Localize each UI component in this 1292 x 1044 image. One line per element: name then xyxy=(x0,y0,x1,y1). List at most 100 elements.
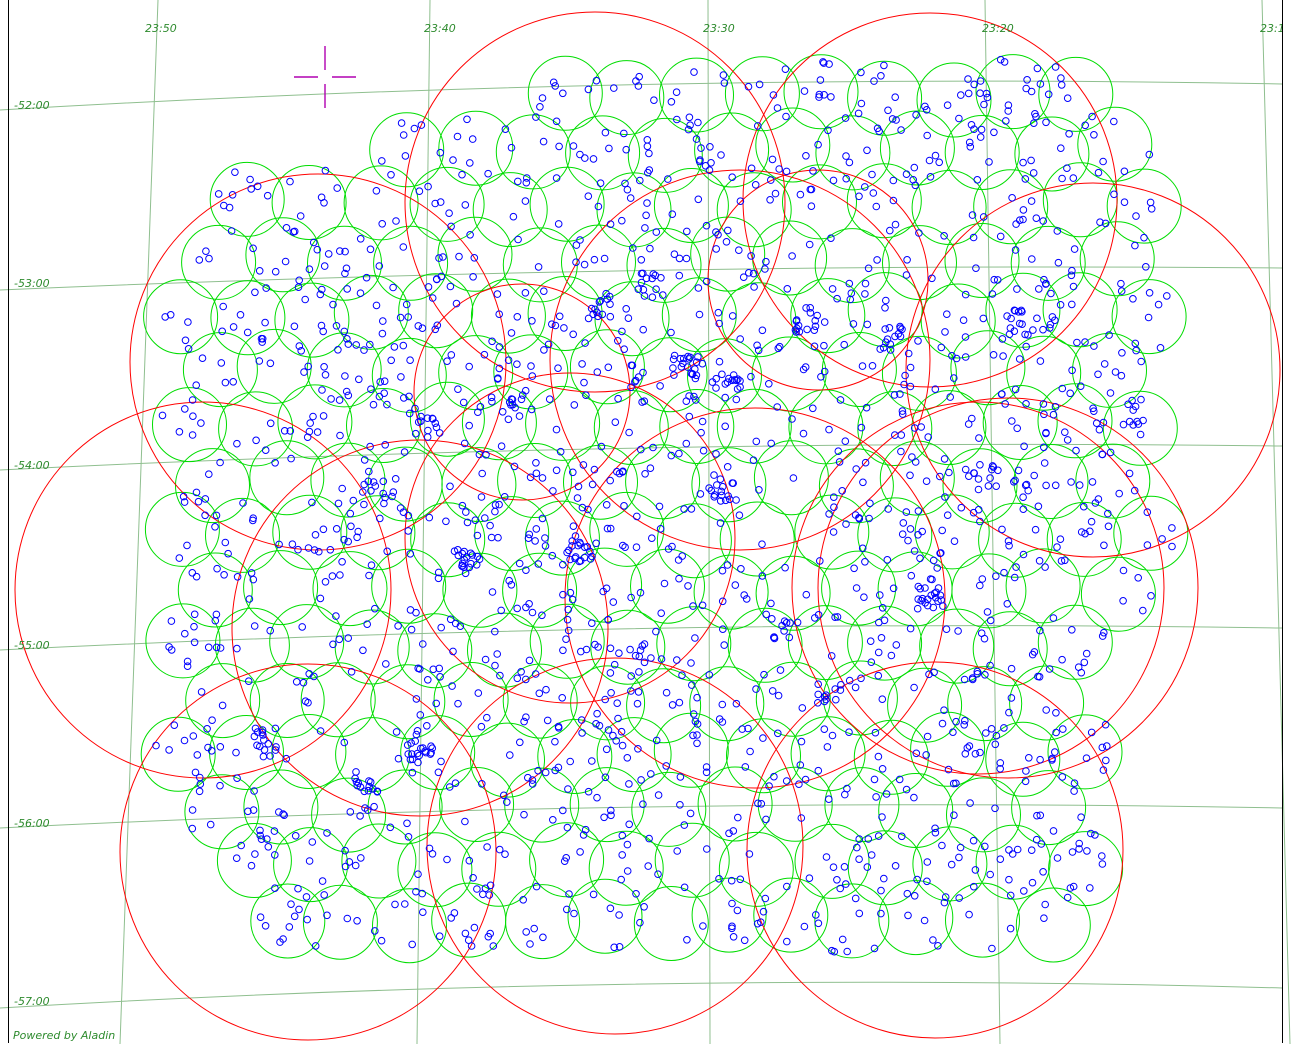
source-marker[interactable] xyxy=(338,558,346,566)
source-marker[interactable] xyxy=(781,563,789,572)
source-marker[interactable] xyxy=(878,695,887,704)
source-marker[interactable] xyxy=(950,811,958,820)
source-marker[interactable] xyxy=(875,618,883,627)
source-marker[interactable] xyxy=(279,935,287,943)
source-marker[interactable] xyxy=(734,375,742,384)
source-marker[interactable] xyxy=(1099,157,1107,166)
source-marker[interactable] xyxy=(1020,442,1028,451)
source-marker[interactable] xyxy=(400,394,408,402)
source-marker[interactable] xyxy=(648,293,657,302)
source-marker[interactable] xyxy=(1025,754,1033,762)
source-marker[interactable] xyxy=(973,670,982,678)
source-marker[interactable] xyxy=(336,431,344,440)
source-marker[interactable] xyxy=(859,478,867,487)
source-marker[interactable] xyxy=(468,135,477,143)
source-marker[interactable] xyxy=(916,584,925,593)
source-marker[interactable] xyxy=(600,254,609,263)
source-marker[interactable] xyxy=(882,790,891,798)
source-marker[interactable] xyxy=(627,361,636,370)
source-marker[interactable] xyxy=(517,395,526,404)
source-marker[interactable] xyxy=(780,627,788,635)
source-marker[interactable] xyxy=(434,574,443,583)
source-marker[interactable] xyxy=(964,89,973,98)
source-marker[interactable] xyxy=(1032,835,1041,844)
source-marker[interactable] xyxy=(1101,219,1110,228)
source-marker[interactable] xyxy=(774,729,782,738)
source-marker[interactable] xyxy=(923,732,932,741)
source-marker[interactable] xyxy=(698,601,707,610)
source-marker[interactable] xyxy=(983,93,992,102)
source-marker[interactable] xyxy=(903,256,911,264)
source-marker[interactable] xyxy=(1075,845,1083,853)
source-marker[interactable] xyxy=(705,484,713,492)
source-marker[interactable] xyxy=(992,731,1001,740)
source-marker[interactable] xyxy=(549,816,557,824)
source-marker[interactable] xyxy=(532,459,540,467)
source-marker[interactable] xyxy=(940,898,949,907)
source-marker[interactable] xyxy=(1005,541,1013,550)
source-marker[interactable] xyxy=(657,609,666,618)
source-marker[interactable] xyxy=(1028,255,1036,263)
source-marker[interactable] xyxy=(943,511,952,520)
source-marker[interactable] xyxy=(212,643,221,652)
source-marker[interactable] xyxy=(752,437,761,446)
source-marker[interactable] xyxy=(827,652,836,660)
source-marker[interactable] xyxy=(809,404,817,413)
source-marker[interactable] xyxy=(959,316,968,325)
source-marker[interactable] xyxy=(336,571,344,579)
source-marker[interactable] xyxy=(487,533,496,542)
source-marker[interactable] xyxy=(590,465,599,474)
source-marker[interactable] xyxy=(1124,400,1132,409)
source-marker[interactable] xyxy=(954,627,962,635)
source-marker[interactable] xyxy=(216,644,225,652)
source-marker[interactable] xyxy=(1005,875,1013,884)
source-marker[interactable] xyxy=(877,634,886,642)
source-marker[interactable] xyxy=(714,308,723,317)
source-marker[interactable] xyxy=(623,867,632,875)
source-marker[interactable] xyxy=(205,470,213,479)
source-marker[interactable] xyxy=(1040,443,1048,452)
source-marker[interactable] xyxy=(1004,107,1013,115)
source-marker[interactable] xyxy=(623,754,632,762)
source-marker[interactable] xyxy=(961,465,970,474)
source-marker[interactable] xyxy=(896,332,905,341)
source-marker[interactable] xyxy=(406,356,414,365)
source-marker[interactable] xyxy=(532,882,541,891)
source-marker[interactable] xyxy=(534,560,543,568)
source-marker[interactable] xyxy=(838,487,847,495)
source-marker[interactable] xyxy=(632,890,640,898)
source-marker[interactable] xyxy=(761,265,769,273)
source-marker[interactable] xyxy=(340,738,349,747)
source-marker[interactable] xyxy=(458,559,467,568)
source-marker[interactable] xyxy=(768,615,776,623)
source-marker[interactable] xyxy=(1053,227,1062,235)
source-marker[interactable] xyxy=(1080,502,1088,511)
source-marker[interactable] xyxy=(986,870,995,879)
source-marker[interactable] xyxy=(652,228,661,236)
source-marker[interactable] xyxy=(775,165,784,173)
source-marker[interactable] xyxy=(878,604,887,612)
source-marker[interactable] xyxy=(702,763,711,771)
source-marker[interactable] xyxy=(686,121,694,129)
source-marker[interactable] xyxy=(425,513,434,522)
source-marker[interactable] xyxy=(910,793,918,802)
source-marker[interactable] xyxy=(249,244,257,253)
source-marker[interactable] xyxy=(417,744,425,753)
source-marker[interactable] xyxy=(1144,313,1153,322)
source-marker[interactable] xyxy=(733,385,742,393)
source-marker[interactable] xyxy=(1037,840,1046,848)
source-marker[interactable] xyxy=(376,514,384,523)
source-marker[interactable] xyxy=(973,667,982,676)
source-marker[interactable] xyxy=(967,121,976,129)
source-marker[interactable] xyxy=(601,128,610,137)
source-marker[interactable] xyxy=(758,572,767,580)
source-marker[interactable] xyxy=(258,338,267,346)
source-marker[interactable] xyxy=(670,351,679,360)
source-marker[interactable] xyxy=(551,737,559,746)
source-marker[interactable] xyxy=(802,152,810,160)
source-marker[interactable] xyxy=(782,777,791,785)
source-marker[interactable] xyxy=(520,810,528,819)
source-marker[interactable] xyxy=(1028,878,1037,887)
source-marker[interactable] xyxy=(714,230,722,239)
source-marker[interactable] xyxy=(402,300,411,309)
